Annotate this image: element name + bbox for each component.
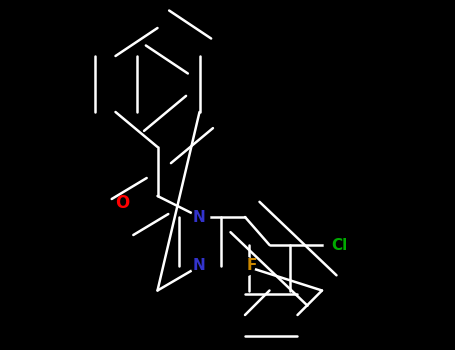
- Text: N: N: [193, 210, 206, 224]
- Text: F: F: [247, 259, 257, 273]
- Text: Cl: Cl: [331, 238, 348, 252]
- Text: N: N: [193, 259, 206, 273]
- Text: O: O: [116, 194, 130, 212]
